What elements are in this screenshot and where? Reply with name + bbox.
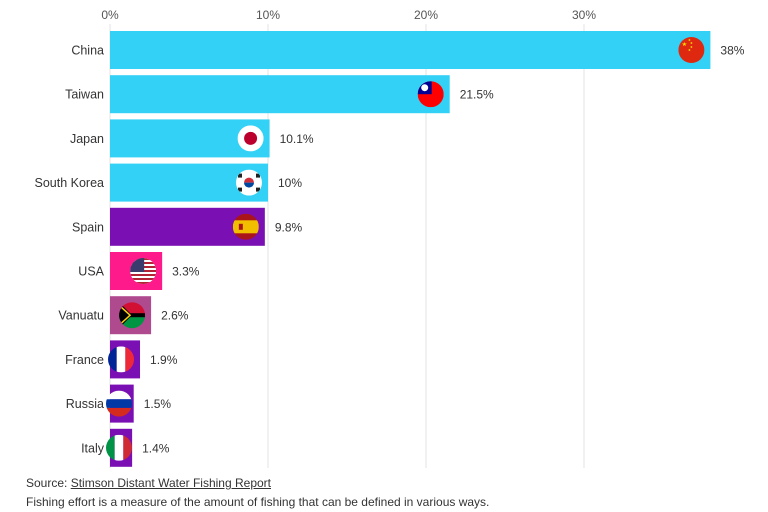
bar [110, 31, 711, 69]
south-korea-flag-icon [236, 169, 262, 196]
italy-flag-icon [106, 434, 132, 461]
value-label: 1.5% [144, 397, 172, 411]
france-flag-icon [108, 346, 135, 373]
russia-flag-icon [106, 390, 132, 417]
source-line: Source: Stimson Distant Water Fishing Re… [26, 474, 489, 493]
x-tick-label: 0% [101, 8, 119, 22]
value-label: 9.8% [275, 220, 303, 234]
category-label: Spain [72, 220, 104, 234]
vanuatu-flag-icon [119, 302, 146, 329]
value-label: 1.4% [142, 441, 170, 455]
category-label: France [65, 353, 104, 367]
value-label: 2.6% [161, 309, 189, 323]
value-label: 21.5% [460, 88, 494, 102]
category-label: Taiwan [65, 88, 104, 102]
chart-footer: Source: Stimson Distant Water Fishing Re… [26, 474, 489, 512]
x-tick-label: 30% [572, 8, 596, 22]
value-label: 3.3% [172, 265, 200, 279]
category-label: Italy [81, 441, 105, 455]
value-label: 38% [720, 44, 744, 58]
value-label: 1.9% [150, 353, 178, 367]
taiwan-flag-icon [417, 81, 444, 108]
value-label: 10% [278, 176, 302, 190]
x-tick-label: 10% [256, 8, 280, 22]
category-label: Vanuatu [58, 309, 104, 323]
footnote: Fishing effort is a measure of the amoun… [26, 495, 490, 509]
category-label: China [71, 44, 104, 58]
source-prefix: Source: [26, 476, 71, 490]
value-label: 10.1% [280, 132, 314, 146]
spain-flag-icon [232, 213, 259, 240]
category-label: Japan [70, 132, 104, 146]
bar [110, 75, 450, 114]
bar-chart: 0% 10% 20% 30% China 38% Taiwan 21.5% Japan 10.1… [35, 8, 745, 468]
japan-flag-icon [237, 125, 264, 152]
x-tick-label: 20% [414, 8, 438, 22]
category-label: Russia [66, 397, 104, 411]
usa-flag-icon [130, 258, 157, 284]
category-label: South Korea [35, 176, 105, 190]
category-label: USA [78, 265, 104, 279]
source-link[interactable]: Stimson Distant Water Fishing Report [70, 476, 271, 490]
china-flag-icon [678, 37, 705, 63]
